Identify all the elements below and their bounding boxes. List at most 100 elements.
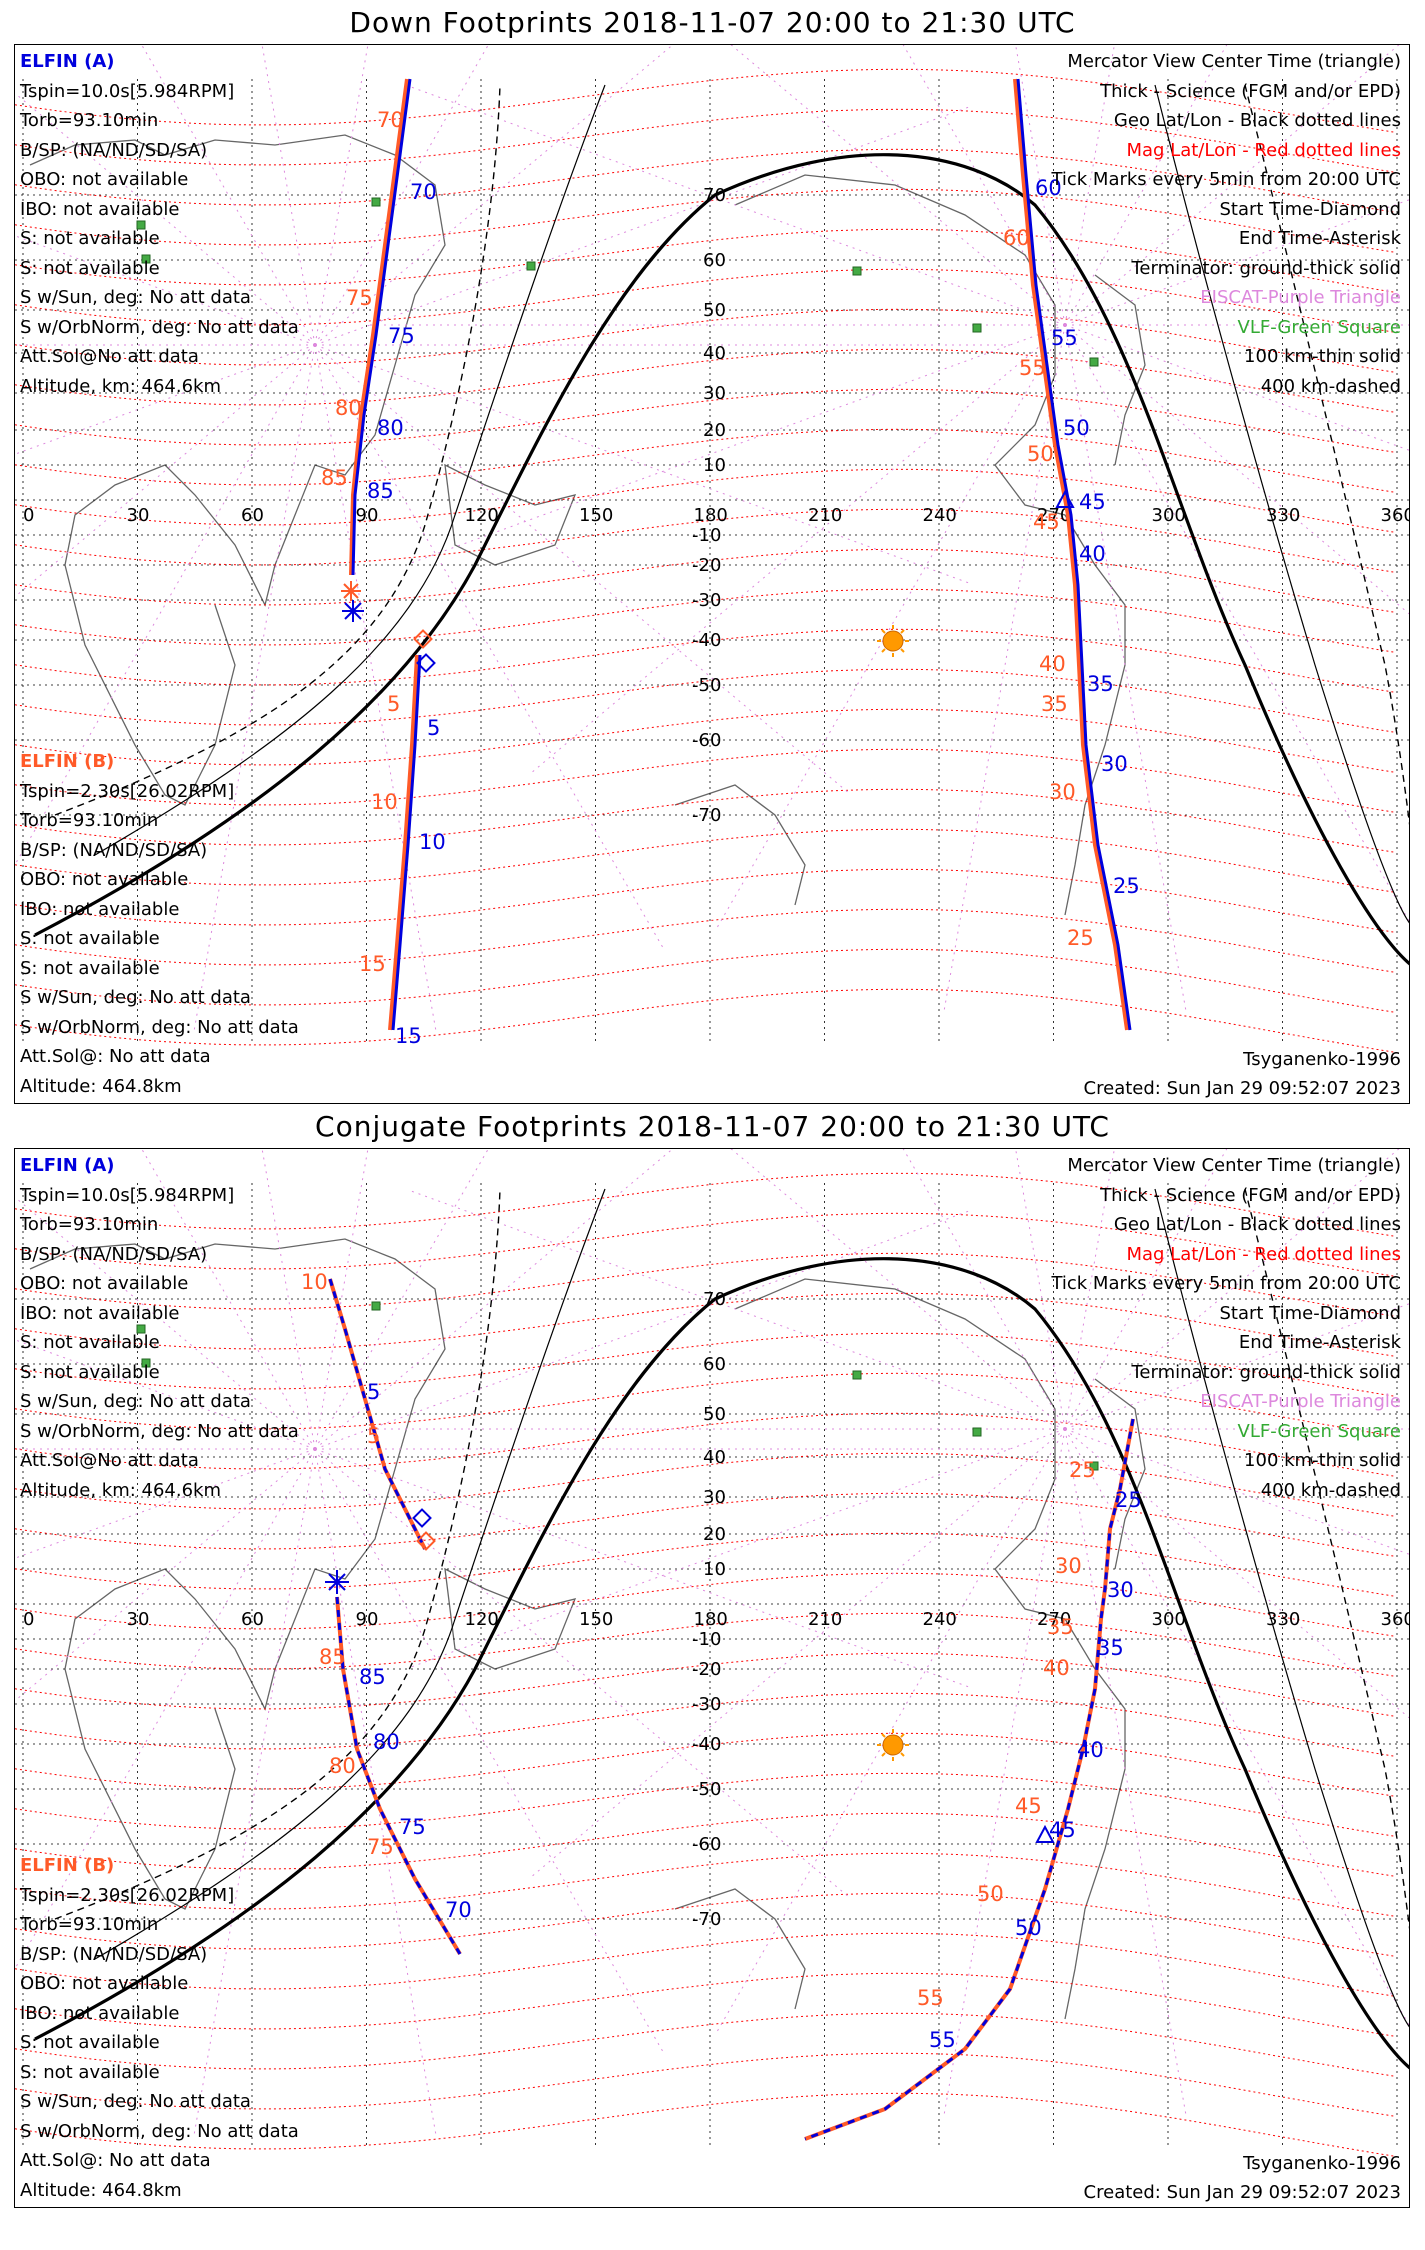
legend-line: VLF-Green Square [1237,1420,1401,1442]
track-label: 30 [1049,780,1076,804]
track-label: 80 [329,1754,356,1778]
lon-label: 60 [241,1609,264,1630]
created-timestamp: Created: Sun Jan 29 09:52:07 2023 [1083,2182,1401,2203]
track-label: 85 [319,1645,346,1669]
mag-meridian [1064,1149,1400,1430]
sat-a-info-line: IBO: not available [20,1302,180,1324]
legend-line: Mag Lat/Lon - Red dotted lines [1126,139,1401,161]
sat-a-track-mid [391,654,422,1031]
track-label: 30 [1101,752,1128,776]
mag-parallel [15,908,1396,973]
legend-line: Mercator View Center Time (triangle) [1067,51,1401,72]
legend-line: Start Time-Diamond [1219,1302,1401,1324]
mag-parallel [15,1572,1396,1637]
start-diamond [416,653,436,673]
lat-label: 70 [703,185,726,206]
sat-a-info-line: Tspin=10.0s[5.984RPM] [20,80,235,102]
sat-a-info-line: OBO: not available [20,1273,189,1294]
panel1-map: 0 30 60 90 120 150 180 210 240 270 300 330 360 70 60 5… [15,45,1409,1053]
sat-a-info-line: S: not available [20,228,160,249]
vlf-stations [136,1301,1099,1471]
track-label: 10 [371,790,398,814]
lat-label: 50 [703,1404,726,1425]
mag-parallel [15,1212,1396,1277]
track-label: 70 [377,108,404,132]
sat-a-info-line: S: not available [20,1361,160,1383]
mag-parallel [15,1852,1396,1917]
end-asterisk [341,581,361,601]
lat-label: 70 [703,1289,726,1310]
lat-label: -40 [692,630,721,651]
mag-meridian [1064,324,1409,451]
lon-label: 360 [1381,1609,1411,1630]
lat-label: -40 [692,1734,721,1755]
track-label: 40 [1039,652,1066,676]
sun-icon [877,1729,909,1761]
mag-parallel [15,1972,1396,2037]
track-label: 75 [367,1835,394,1859]
track-label: 45 [1015,1794,1042,1818]
down-footprints-panel: 0 30 60 90 120 150 180 210 240 270 300 330 360 70 60 5… [14,44,1410,1104]
mag-meridian [15,1448,316,1970]
sat-b-info-line: S: not available [20,957,160,979]
mag-meridian [314,344,438,1035]
mag-parallel [15,1612,1396,1677]
sat-b-info-line: B/SP: (NA/ND/SD/SA) [20,839,208,861]
sun-icon [877,625,909,657]
mag-meridian [528,324,1066,776]
end-asterisk [342,600,364,622]
legend-line: Geo Lat/Lon - Black dotted lines [1113,1214,1401,1235]
lat-label: -30 [692,1694,721,1715]
sat-a-info-line: S w/OrbNorm, deg: No att data [20,316,299,338]
track-label: 5 [367,1380,380,1404]
latitude-labels: 70 60 50 40 30 20 10 -10 -20 -30 -40 -50 -60 -70 [692,1289,726,1930]
track-label: 45 [1079,490,1106,514]
mag-meridian [314,344,852,796]
lon-label: 180 [694,505,728,526]
sat-b-info-line: S: not available [20,2032,160,2053]
track-label: 60 [1003,226,1030,250]
mag-meridian [15,1448,316,1702]
lat-label: 60 [703,1354,726,1375]
mag-parallel [15,2092,1396,2157]
mag-parallel [15,68,1396,133]
track-label: 85 [367,479,394,503]
track-label: 55 [929,2028,956,2052]
mag-meridian [407,85,1066,326]
panel1-title: Down Footprints 2018-11-07 20:00 to 21:3… [349,6,1076,39]
sat-b-info-line: Torb=93.10min [20,1914,159,1935]
sat-b-name: ELFIN (B) [20,751,115,772]
sat-a-track-west [328,1278,427,1550]
track-label: 75 [388,324,415,348]
lat-label: -60 [692,1834,721,1855]
mag-meridian [1064,324,1409,922]
legend-line: Tick Marks every 5min from 20:00 UTC [1051,1273,1401,1294]
vlf-square [136,220,146,230]
sat-a-info-line: Torb=93.10min [20,110,159,131]
mag-meridian [314,1448,666,2056]
end-asterisk [325,1570,349,1594]
lat-label: -70 [692,805,721,826]
terminator [34,153,1409,966]
mag-parallel [15,868,1396,933]
legend-line: VLF-Green Square [1237,316,1401,338]
track-label: 85 [321,466,348,490]
track-label: 50 [1027,442,1054,466]
mag-parallel [15,1932,1396,1997]
sat-a-info-line: S: not available [20,257,160,279]
mag-parallel [15,548,1396,613]
sat-b-info: ELFIN (B) Tspin=2.30s[26.02RPM] Torb=93.… [20,747,299,1101]
sat-b-track-east [804,1418,1135,2141]
sat-a-track-east [804,1418,1135,2141]
sat-a-info-line: OBO: not available [20,169,189,190]
legend-line: Terminator: ground-thick solid [1131,1361,1401,1383]
mag-meridian [314,1149,674,1450]
sat-b-info: ELFIN (B) Tspin=2.30s[26.02RPM] Torb=93.… [20,1851,299,2205]
mag-parallel [15,1332,1396,1397]
sat-a-info-line: Altitude, km: 464.6km [20,375,222,397]
mag-parallel [15,268,1396,333]
vlf-square [136,1324,146,1334]
legend-line: Start Time-Diamond [1219,198,1401,220]
lat-label: -20 [692,1659,721,1680]
model-label: Tsyganenko-1996 [1243,2153,1401,2174]
